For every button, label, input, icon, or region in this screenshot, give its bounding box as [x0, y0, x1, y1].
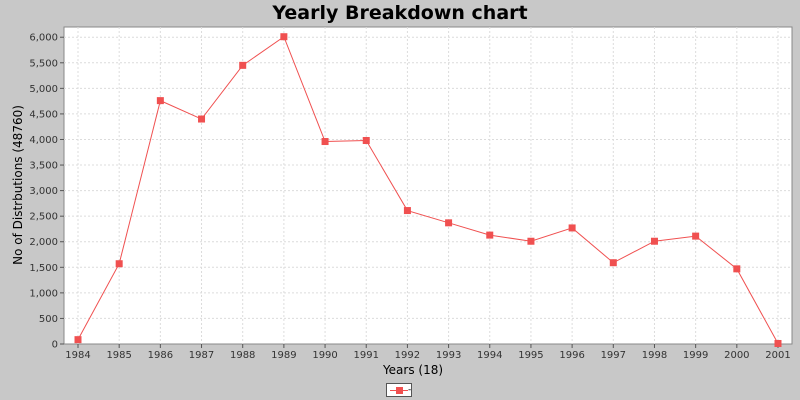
- chart-title: Yearly Breakdown chart: [272, 2, 528, 24]
- data-point-marker: [445, 219, 453, 227]
- legend-label: -: [408, 385, 412, 395]
- data-point-marker: [650, 237, 658, 245]
- data-point-marker: [527, 237, 535, 245]
- data-point-marker: [280, 33, 288, 41]
- x-axis: 1984 1985 1986 1987 1988 1989 1990 1991 1992 1993…: [65, 344, 791, 361]
- series-line: [77, 35, 779, 344]
- data-point-marker: [609, 259, 617, 267]
- x-tick-label: 1989: [271, 350, 296, 361]
- y-tick-label: 2,000: [29, 237, 58, 248]
- x-tick-label: 1999: [683, 350, 708, 361]
- y-tick-label: 1,500: [29, 263, 58, 274]
- plot-area: [63, 26, 793, 345]
- x-tick-label: 1997: [601, 350, 626, 361]
- x-tick-label: 2000: [724, 350, 749, 361]
- y-tick-label: 6,000: [29, 33, 58, 44]
- x-tick-label: 1998: [642, 350, 667, 361]
- x-tick-label: 1995: [518, 350, 543, 361]
- y-axis-title: No of Distrbutions (48760): [11, 105, 25, 265]
- x-tick-label: 1984: [65, 350, 90, 361]
- y-axis: 0 500 1,000 1,500 2,000 2,500 3,000 3,500 4,000 4…: [29, 33, 64, 351]
- legend-marker-swatch: [396, 387, 403, 394]
- x-tick-label: 1994: [477, 350, 502, 361]
- x-tick-label: 1987: [189, 350, 214, 361]
- y-tick-label: 3,000: [29, 186, 58, 197]
- x-tick-label: 1996: [559, 350, 584, 361]
- y-tick-label: 4,500: [29, 109, 58, 120]
- y-tick-label: 4,000: [29, 135, 58, 146]
- data-point-marker: [156, 97, 164, 105]
- x-tick-label: 1991: [354, 350, 379, 361]
- data-point-marker: [115, 260, 123, 268]
- x-tick-label: 1988: [230, 350, 255, 361]
- data-point-marker: [74, 336, 82, 344]
- y-tick-label: 1,000: [29, 288, 58, 299]
- data-point-marker: [733, 265, 741, 273]
- x-tick-label: 2001: [765, 350, 790, 361]
- data-point-marker: [486, 231, 494, 239]
- data-point-marker: [403, 207, 411, 215]
- y-tick-label: 0: [52, 340, 58, 351]
- data-point-marker: [692, 232, 700, 240]
- data-point-marker: [362, 137, 370, 145]
- y-tick-label: 500: [39, 314, 58, 325]
- data-point-marker: [321, 138, 329, 146]
- data-point-marker: [774, 339, 782, 347]
- y-tick-label: 5,500: [29, 58, 58, 69]
- x-tick-label: 1985: [106, 350, 131, 361]
- data-point-marker: [568, 224, 576, 232]
- data-series: [74, 33, 782, 347]
- y-tick-label: 2,500: [29, 212, 58, 223]
- x-tick-label: 1986: [148, 350, 173, 361]
- x-axis-title: Years (18): [382, 363, 443, 377]
- x-tick-label: 1993: [436, 350, 461, 361]
- x-tick-label: 1992: [395, 350, 420, 361]
- gridlines: [64, 27, 792, 344]
- data-point-marker: [239, 61, 247, 69]
- legend: -: [386, 383, 412, 397]
- y-tick-label: 3,500: [29, 161, 58, 172]
- y-tick-label: 5,000: [29, 84, 58, 95]
- data-point-marker: [198, 115, 206, 123]
- x-tick-label: 1990: [312, 350, 337, 361]
